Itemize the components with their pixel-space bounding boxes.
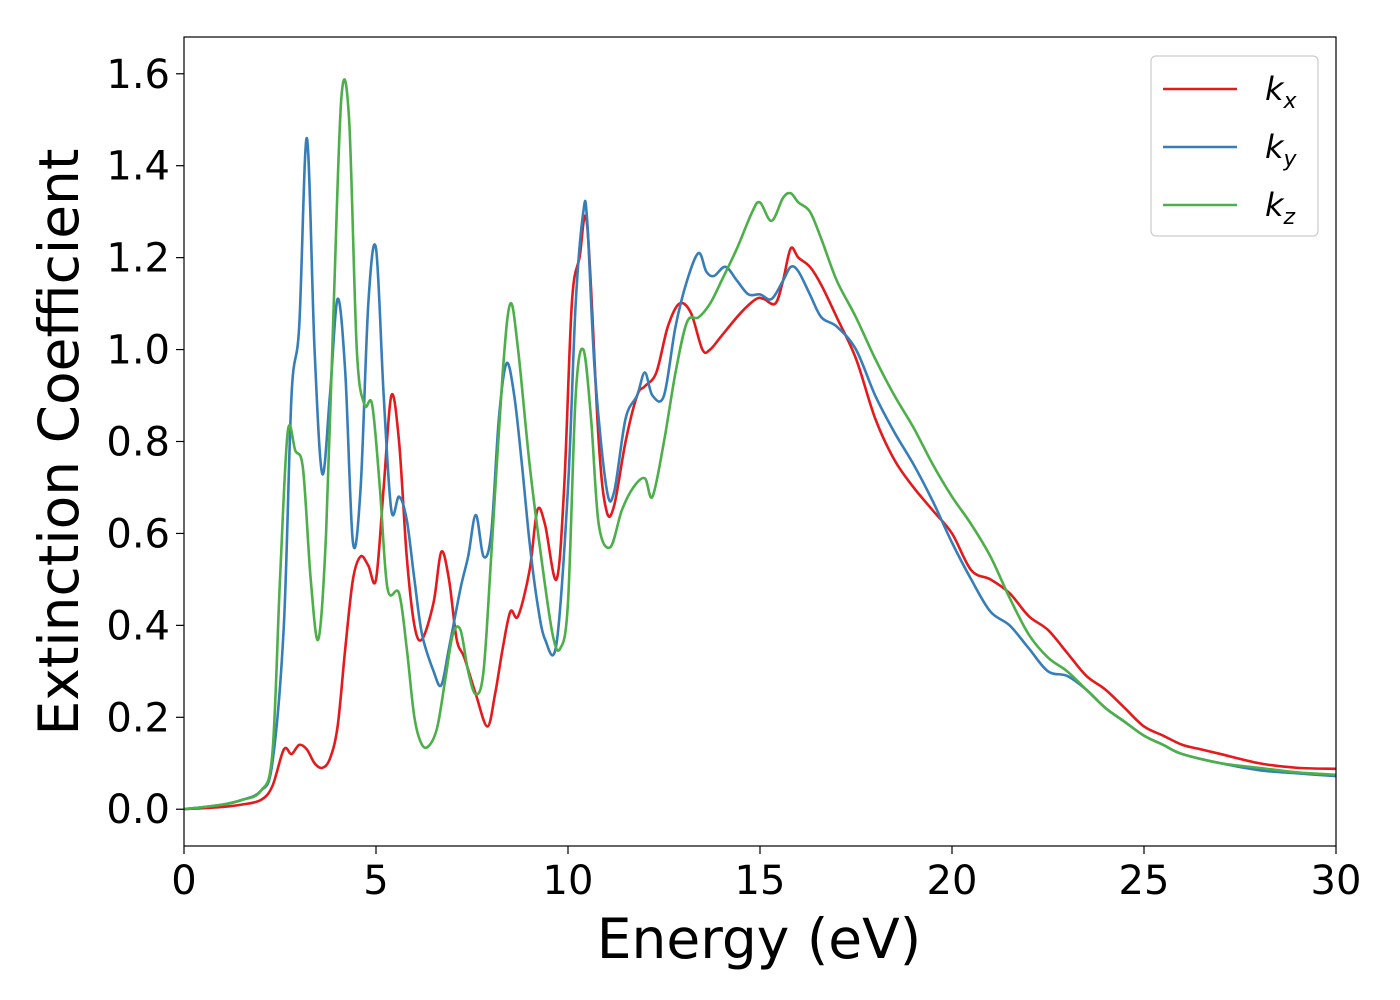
legend-label-x: kx xyxy=(1265,70,1298,114)
plot-layer xyxy=(184,78,1336,811)
y-axis-title: Extinction Coefficient xyxy=(27,149,91,736)
y-tick-label: 1.0 xyxy=(106,328,170,374)
y-tick-label: 0.6 xyxy=(106,511,170,557)
series-group xyxy=(184,78,1336,811)
x-tick-label: 10 xyxy=(543,858,594,904)
x-tick-label: 15 xyxy=(735,858,786,904)
y-tick-label: 0.2 xyxy=(106,695,170,741)
axes-layer: 0 5 10 15 20 25 30 0.0 0.2 0.4 0.6 0.8 1.0 1.2 1.4 1.6 xyxy=(106,36,1362,904)
x-tick-label: 0 xyxy=(171,858,196,904)
y-tick-label: 1.4 xyxy=(106,144,170,190)
x-tick-label: 30 xyxy=(1311,858,1362,904)
x-axis-title: Energy (eV) xyxy=(597,907,921,971)
y-tick-label: 0.8 xyxy=(106,420,170,466)
legend: kx ky kz xyxy=(1150,55,1319,237)
x-tick-label: 25 xyxy=(1119,858,1170,904)
y-tick-label: 0.0 xyxy=(106,787,170,833)
series-line-z xyxy=(184,78,1336,811)
x-tick-label: 20 xyxy=(927,858,978,904)
series-line-x xyxy=(184,214,1336,811)
legend-label-z: kz xyxy=(1265,186,1296,230)
y-tick-label: 1.6 xyxy=(106,52,170,98)
legend-label-y: ky xyxy=(1265,128,1298,172)
y-tick-label: 0.4 xyxy=(106,603,170,649)
x-tick-label: 5 xyxy=(363,858,388,904)
y-tick-label: 1.2 xyxy=(106,236,170,282)
series-line-y xyxy=(184,136,1336,811)
